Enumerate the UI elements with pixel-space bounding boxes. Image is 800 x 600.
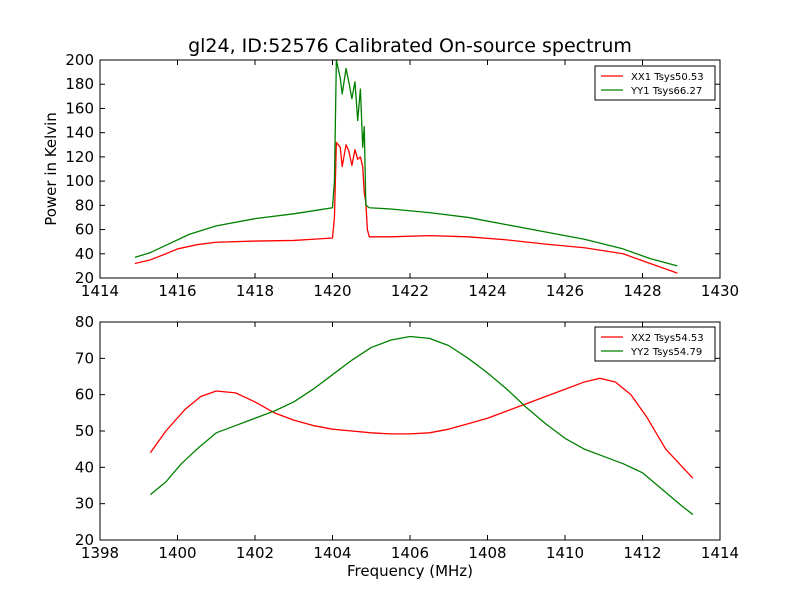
chart-title: gl24, ID:52576 Calibrated On-source spec… bbox=[188, 35, 632, 57]
y-tick-label: 100 bbox=[65, 172, 94, 190]
y-tick-label: 30 bbox=[75, 495, 94, 513]
legend-box bbox=[594, 326, 716, 362]
x-tick-label: 1414 bbox=[701, 544, 739, 562]
x-tick-label: 1416 bbox=[158, 282, 196, 300]
y-tick-label: 80 bbox=[75, 313, 94, 331]
x-tick-label: 1424 bbox=[468, 282, 506, 300]
legend-label: XX1 Tsys50.53 bbox=[631, 72, 704, 83]
y-tick-label: 120 bbox=[65, 148, 94, 166]
y-tick-label: 40 bbox=[75, 245, 94, 263]
x-tick-label: 1404 bbox=[313, 544, 351, 562]
legend-label: YY2 Tsys54.79 bbox=[630, 347, 702, 358]
legend-label: YY1 Tsys66.27 bbox=[630, 86, 702, 97]
x-tick-label: 1430 bbox=[701, 282, 739, 300]
x-tick-label: 1426 bbox=[546, 282, 584, 300]
x-tick-label: 1428 bbox=[623, 282, 661, 300]
plot-panel-2 bbox=[99, 321, 721, 541]
series-line-1 bbox=[134, 141, 678, 274]
x-tick-label: 1414 bbox=[81, 282, 119, 300]
x-tick-label: 1398 bbox=[81, 544, 119, 562]
x-tick-label: 1422 bbox=[391, 282, 429, 300]
y-tick-label: 60 bbox=[75, 386, 94, 404]
y-tick-label: 40 bbox=[75, 458, 94, 476]
y-tick-label: 160 bbox=[65, 99, 94, 117]
y-tick-label: 20 bbox=[75, 269, 94, 287]
series-line-1 bbox=[149, 377, 694, 479]
plot-panel-1 bbox=[99, 59, 721, 279]
y-tick-label: 200 bbox=[65, 51, 94, 69]
y-tick-label: 80 bbox=[75, 196, 94, 214]
x-tick-label: 1406 bbox=[391, 544, 429, 562]
x-axis-label: Frequency (MHz) bbox=[347, 562, 473, 580]
y-tick-label: 60 bbox=[75, 221, 94, 239]
y-axis-label: Power in Kelvin bbox=[42, 112, 60, 226]
y-tick-label: 180 bbox=[65, 75, 94, 93]
x-tick-label: 1410 bbox=[546, 544, 584, 562]
legend-label: XX2 Tsys54.53 bbox=[631, 333, 704, 344]
x-tick-label: 1412 bbox=[623, 544, 661, 562]
y-tick-label: 50 bbox=[75, 422, 94, 440]
x-tick-label: 1400 bbox=[158, 544, 196, 562]
x-tick-label: 1402 bbox=[236, 544, 274, 562]
y-tick-label: 70 bbox=[75, 349, 94, 367]
x-tick-label: 1408 bbox=[468, 544, 506, 562]
series-line-2 bbox=[149, 335, 694, 516]
y-tick-label: 20 bbox=[75, 531, 94, 549]
y-tick-label: 140 bbox=[65, 124, 94, 142]
legend-box bbox=[594, 65, 716, 101]
series-line-2 bbox=[134, 59, 678, 267]
x-tick-label: 1420 bbox=[313, 282, 351, 300]
x-tick-label: 1418 bbox=[236, 282, 274, 300]
